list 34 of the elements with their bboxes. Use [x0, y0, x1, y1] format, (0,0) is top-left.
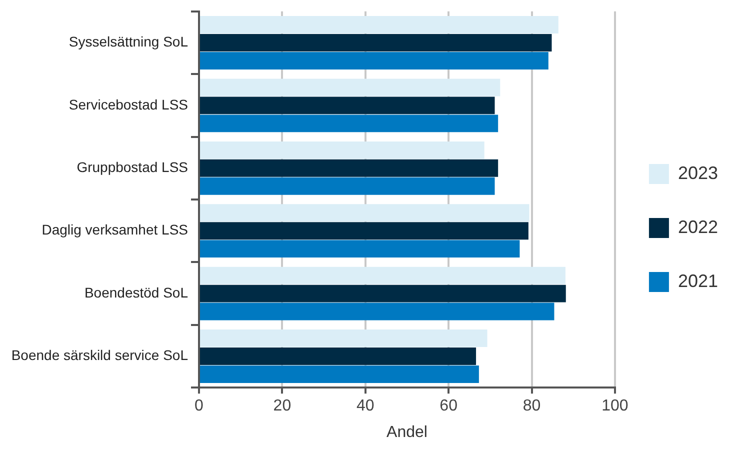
- x-tick-label: 40: [356, 398, 374, 415]
- bar: [200, 240, 520, 258]
- bar: [200, 302, 554, 320]
- bar: [200, 222, 528, 240]
- x-axis-title: Andel: [386, 424, 428, 441]
- legend-label: 2021: [678, 270, 718, 291]
- y-tick-label: Boende särskild service SoL: [11, 347, 188, 364]
- bar: [200, 52, 548, 70]
- bar: [200, 96, 495, 114]
- bar: [200, 141, 484, 159]
- bar: [200, 330, 488, 347]
- bar: [200, 348, 476, 365]
- bar: [200, 114, 498, 132]
- y-tick-label: Daglig verksamhet LSS: [42, 222, 188, 238]
- bar: [200, 366, 479, 383]
- bar: [200, 204, 530, 222]
- x-tick-label: 20: [273, 398, 292, 415]
- bar: [200, 159, 498, 177]
- bar: [200, 266, 566, 284]
- bar: [200, 16, 558, 34]
- y-tick-label: Servicebostad LSS: [68, 96, 188, 112]
- x-tick-label: 100: [602, 398, 628, 415]
- y-tick-label: Sysselsättning SoL: [68, 34, 188, 50]
- y-tick-label: Boendestöd SoL: [84, 284, 188, 300]
- legend-label: 2023: [678, 162, 718, 183]
- bar: [200, 177, 495, 195]
- x-tick-label: 60: [440, 398, 458, 415]
- legend-label: 2022: [678, 216, 718, 237]
- x-tick-label: 80: [522, 398, 541, 415]
- y-tick-label: Gruppbostad LSS: [76, 159, 188, 176]
- x-tick-label: 0: [194, 398, 204, 415]
- bar: [200, 284, 566, 302]
- bar: [200, 78, 500, 96]
- bar: [200, 34, 552, 52]
